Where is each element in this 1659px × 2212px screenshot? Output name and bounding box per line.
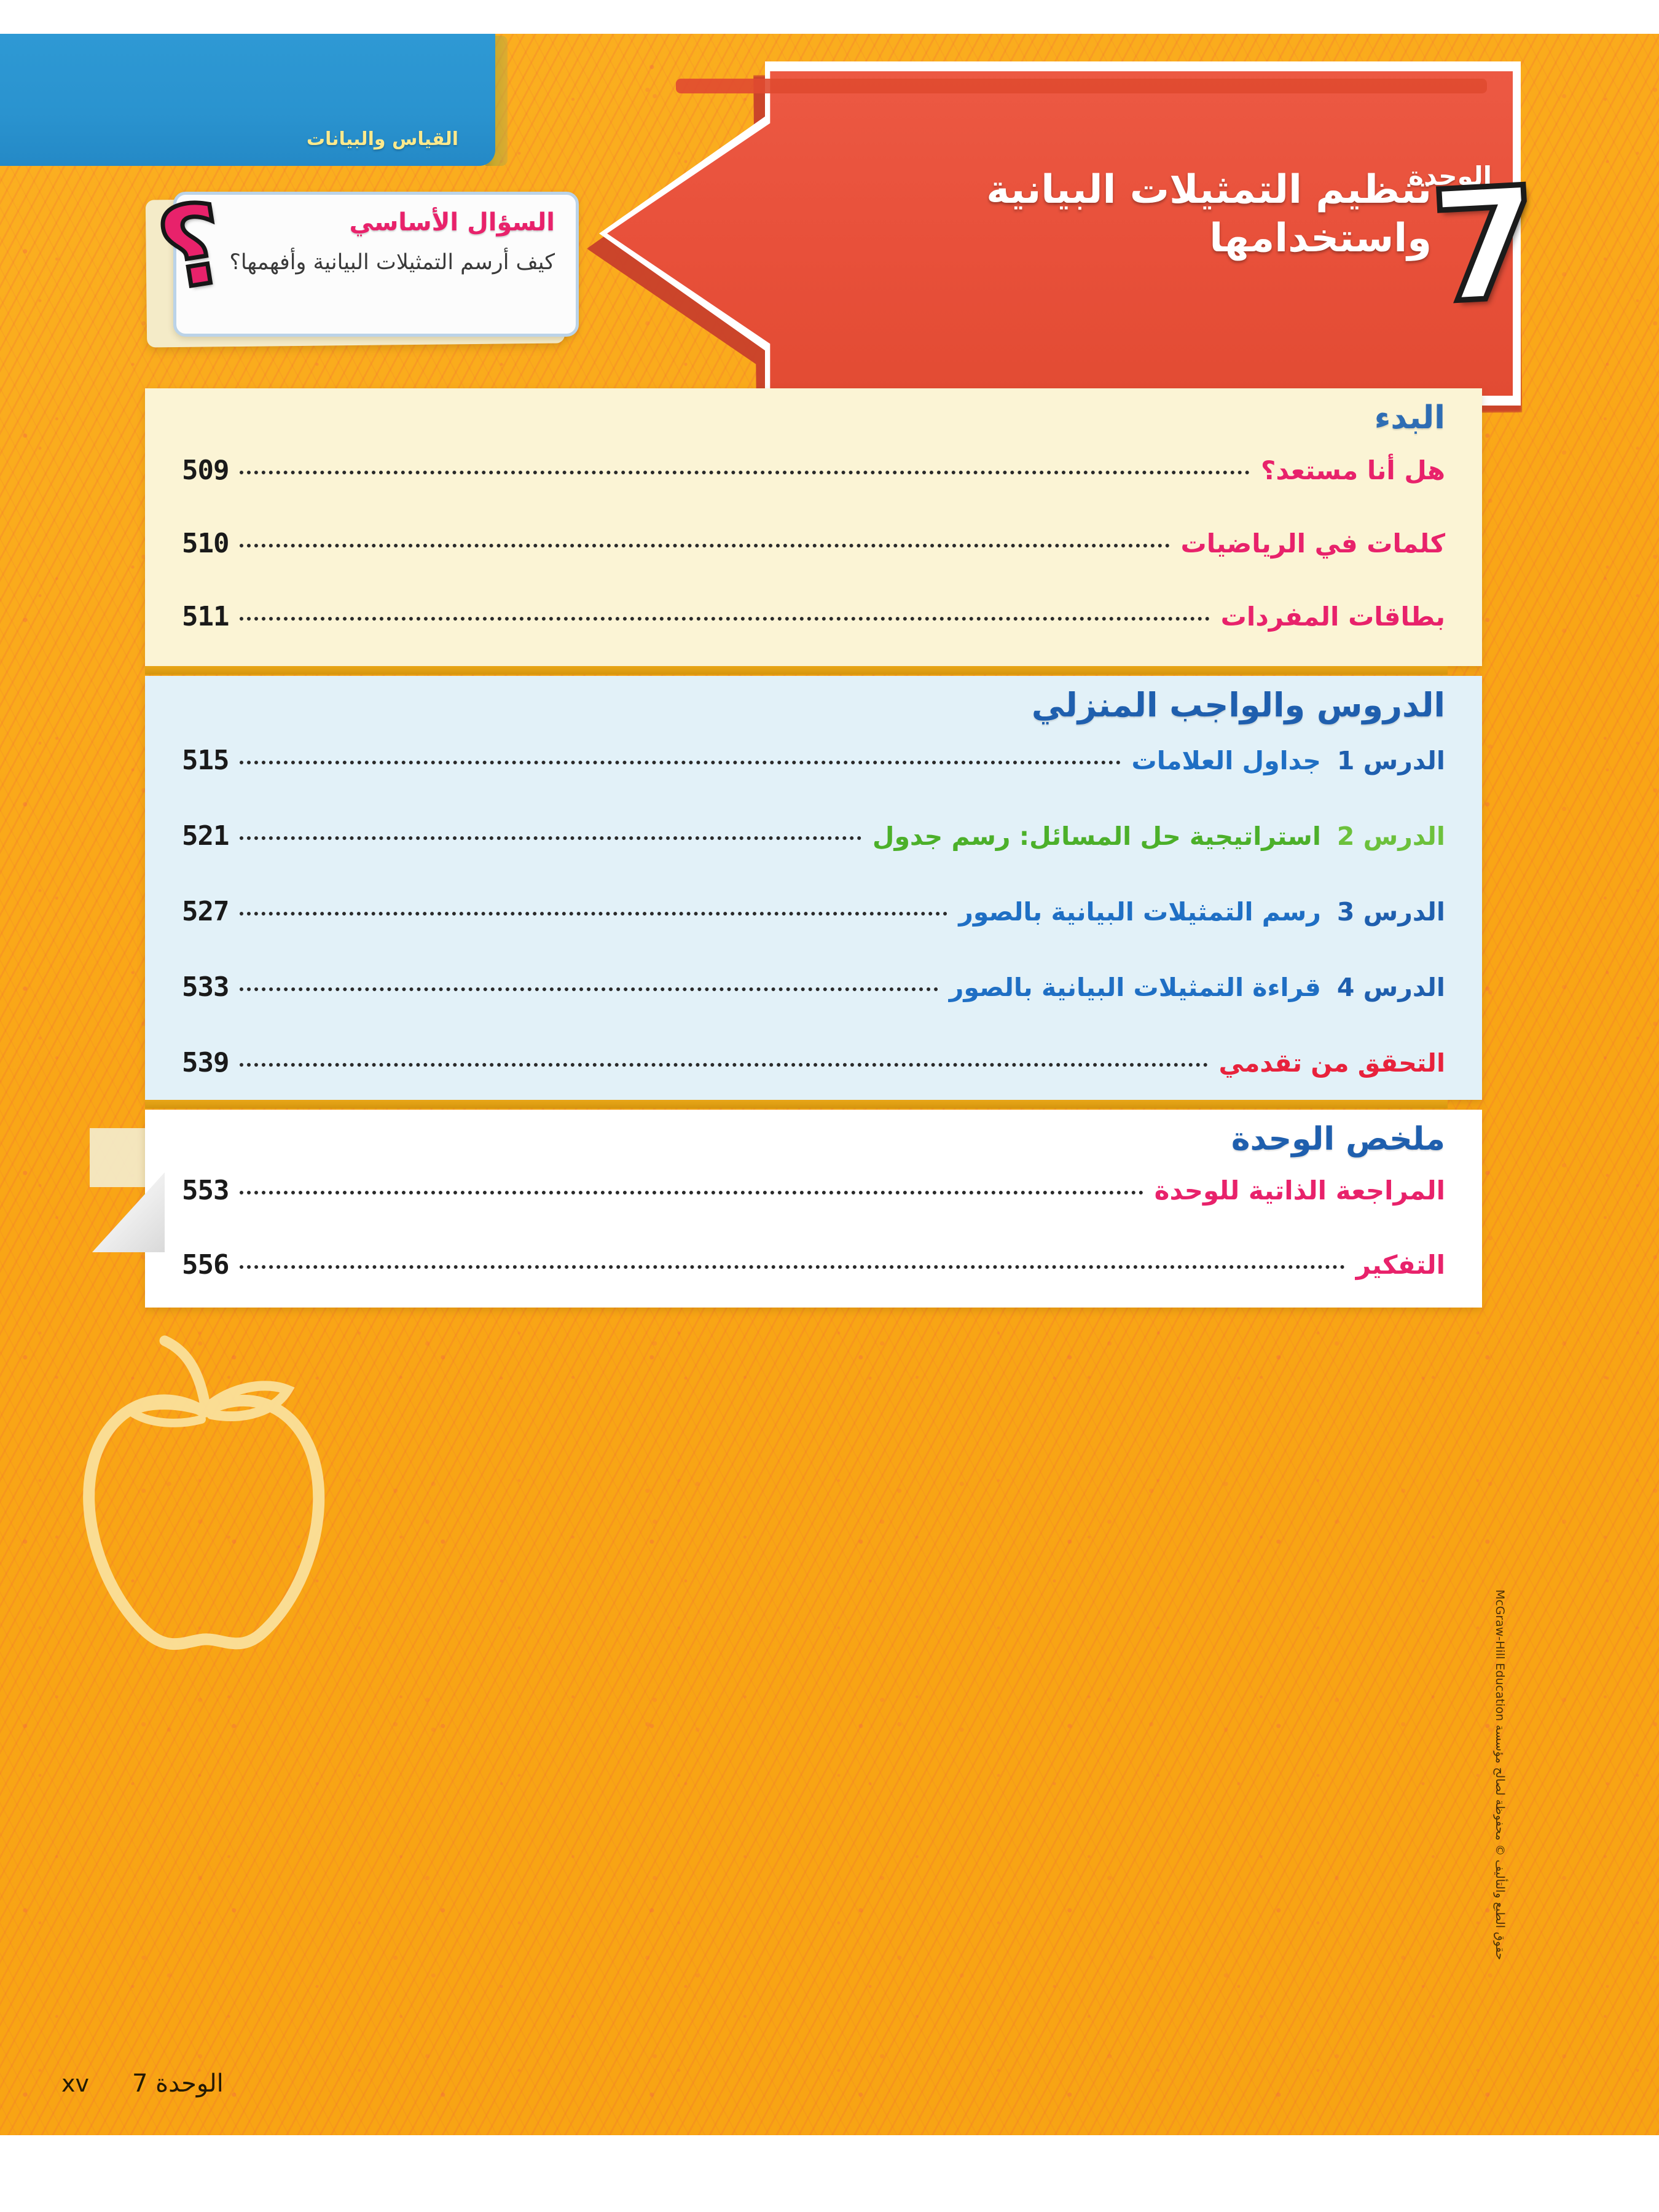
toc-entry-label: المراجعة الذاتية للوحدة	[1154, 1175, 1445, 1206]
toc-entry-label: استراتيجية حل المسائل: رسم جدول	[872, 822, 1321, 851]
toc-row[interactable]: هل أنا مستعد؟ 509	[182, 455, 1445, 486]
toc-leader-dots	[240, 544, 1170, 547]
section-panel-start: البدء هل أنا مستعد؟ 509 كلمات في الرياضيات…	[145, 388, 1482, 708]
toc-list-summary: المراجعة الذاتية للوحدة 553 التفكير 556	[182, 1175, 1445, 1324]
unit-title: تنظيم التمثيلات البيانية واستخدامها	[986, 167, 1432, 262]
toc-lesson-number: الدرس 1	[1336, 746, 1445, 775]
banner-brush-stroke	[676, 79, 1487, 93]
page-bottom-margin	[0, 2148, 1659, 2212]
gold-rule-2	[145, 1100, 1448, 1108]
footer-page-number: xv	[61, 2070, 89, 2097]
toc-entry-label: جداول العلامات	[1131, 746, 1321, 775]
toc-leader-dots	[240, 1191, 1143, 1194]
toc-row[interactable]: الدرس 1 جداول العلامات 515	[182, 745, 1445, 776]
toc-leader-dots	[240, 617, 1210, 621]
toc-page-number: 527	[182, 896, 229, 927]
toc-page-number: 553	[182, 1175, 229, 1206]
toc-leader-dots	[240, 1265, 1345, 1269]
toc-entry-label: التفكير	[1355, 1250, 1445, 1280]
toc-row[interactable]: الدرس 3 رسم التمثيلات البيانية بالصور 527	[182, 896, 1445, 927]
toc-entry-label: رسم التمثيلات البيانية بالصور	[959, 897, 1321, 927]
toc-row[interactable]: الدرس 2 استراتيجية حل المسائل: رسم جدول 52…	[182, 820, 1445, 852]
toc-lesson-number: الدرس 3	[1336, 897, 1445, 927]
toc-leader-dots	[240, 761, 1121, 764]
toc-lesson-number: الدرس 4	[1336, 973, 1445, 1002]
chapter-tab[interactable]: القياس والبيانات	[0, 34, 495, 166]
gold-rule-1	[145, 666, 1448, 675]
toc-page-number: 521	[182, 820, 229, 852]
section-heading-start: البدء	[1374, 399, 1445, 436]
toc-page-number: 509	[182, 455, 229, 486]
torn-edge	[1446, 388, 1474, 666]
essential-question-text: كيف أرسم التمثيلات البيانية وأفهمها؟	[229, 250, 555, 275]
toc-page-number: 510	[182, 528, 229, 559]
toc-page-number: 556	[182, 1249, 229, 1281]
section-panel-summary: ملخص الوحدة المراجعة الذاتية للوحدة 553 ال…	[145, 1110, 1482, 1308]
toc-row[interactable]: بطاقات المفردات 511	[182, 601, 1445, 632]
essential-question-title: السؤال الأساسي	[349, 208, 555, 237]
page-top-margin	[0, 0, 1659, 34]
toc-entry-label: بطاقات المفردات	[1220, 602, 1445, 632]
unit-word-label: الوحدة	[1408, 161, 1492, 191]
torn-edge	[1446, 1110, 1474, 1308]
toc-entry-label: التحقق من تقدمي	[1218, 1048, 1445, 1078]
toc-entry-label: هل أنا مستعد؟	[1260, 455, 1445, 485]
chapter-tab-label: القياس والبيانات	[306, 128, 458, 150]
toc-page-number: 533	[182, 971, 229, 1003]
toc-leader-dots	[240, 1063, 1208, 1067]
essential-question-box: السؤال الأساسي كيف أرسم التمثيلات البيان…	[173, 192, 579, 337]
toc-entry-label: كلمات في الرياضيات	[1180, 528, 1445, 559]
toc-row[interactable]: المراجعة الذاتية للوحدة 553	[182, 1175, 1445, 1206]
page-footer: xv الوحدة 7	[61, 2069, 224, 2098]
section-heading-summary: ملخص الوحدة	[1231, 1121, 1445, 1158]
toc-row[interactable]: التفكير 556	[182, 1249, 1445, 1281]
section-heading-lessons: الدروس والواجب المنزلي	[1031, 686, 1445, 724]
section-panel-lessons: الدروس والواجب المنزلي الدرس 1 جداول العل…	[145, 676, 1482, 1230]
toc-row[interactable]: التحقق من تقدمي 539	[182, 1047, 1445, 1078]
toc-page-number: 515	[182, 745, 229, 776]
toc-page-number: 511	[182, 601, 229, 632]
toc-row[interactable]: كلمات في الرياضيات 510	[182, 528, 1445, 559]
toc-leader-dots	[240, 471, 1250, 474]
toc-leader-dots	[240, 987, 938, 991]
toc-leader-dots	[240, 912, 948, 916]
toc-leader-dots	[240, 836, 861, 840]
apple-outline-decoration	[83, 1335, 325, 1650]
unit-number: 7	[1424, 151, 1546, 340]
copyright-notice: حقوق الطبع والتأليف © محفوظة لصالح مؤسسة…	[1493, 1589, 1507, 1960]
torn-edge	[1446, 676, 1474, 1100]
toc-entry-label: قراءة التمثيلات البيانية بالصور	[949, 973, 1321, 1002]
toc-row[interactable]: الدرس 4 قراءة التمثيلات البيانية بالصور 53…	[182, 971, 1445, 1003]
footer-unit-label: الوحدة 7	[131, 2069, 224, 2098]
toc-lesson-number: الدرس 2	[1336, 822, 1445, 851]
toc-page-number: 539	[182, 1047, 229, 1078]
